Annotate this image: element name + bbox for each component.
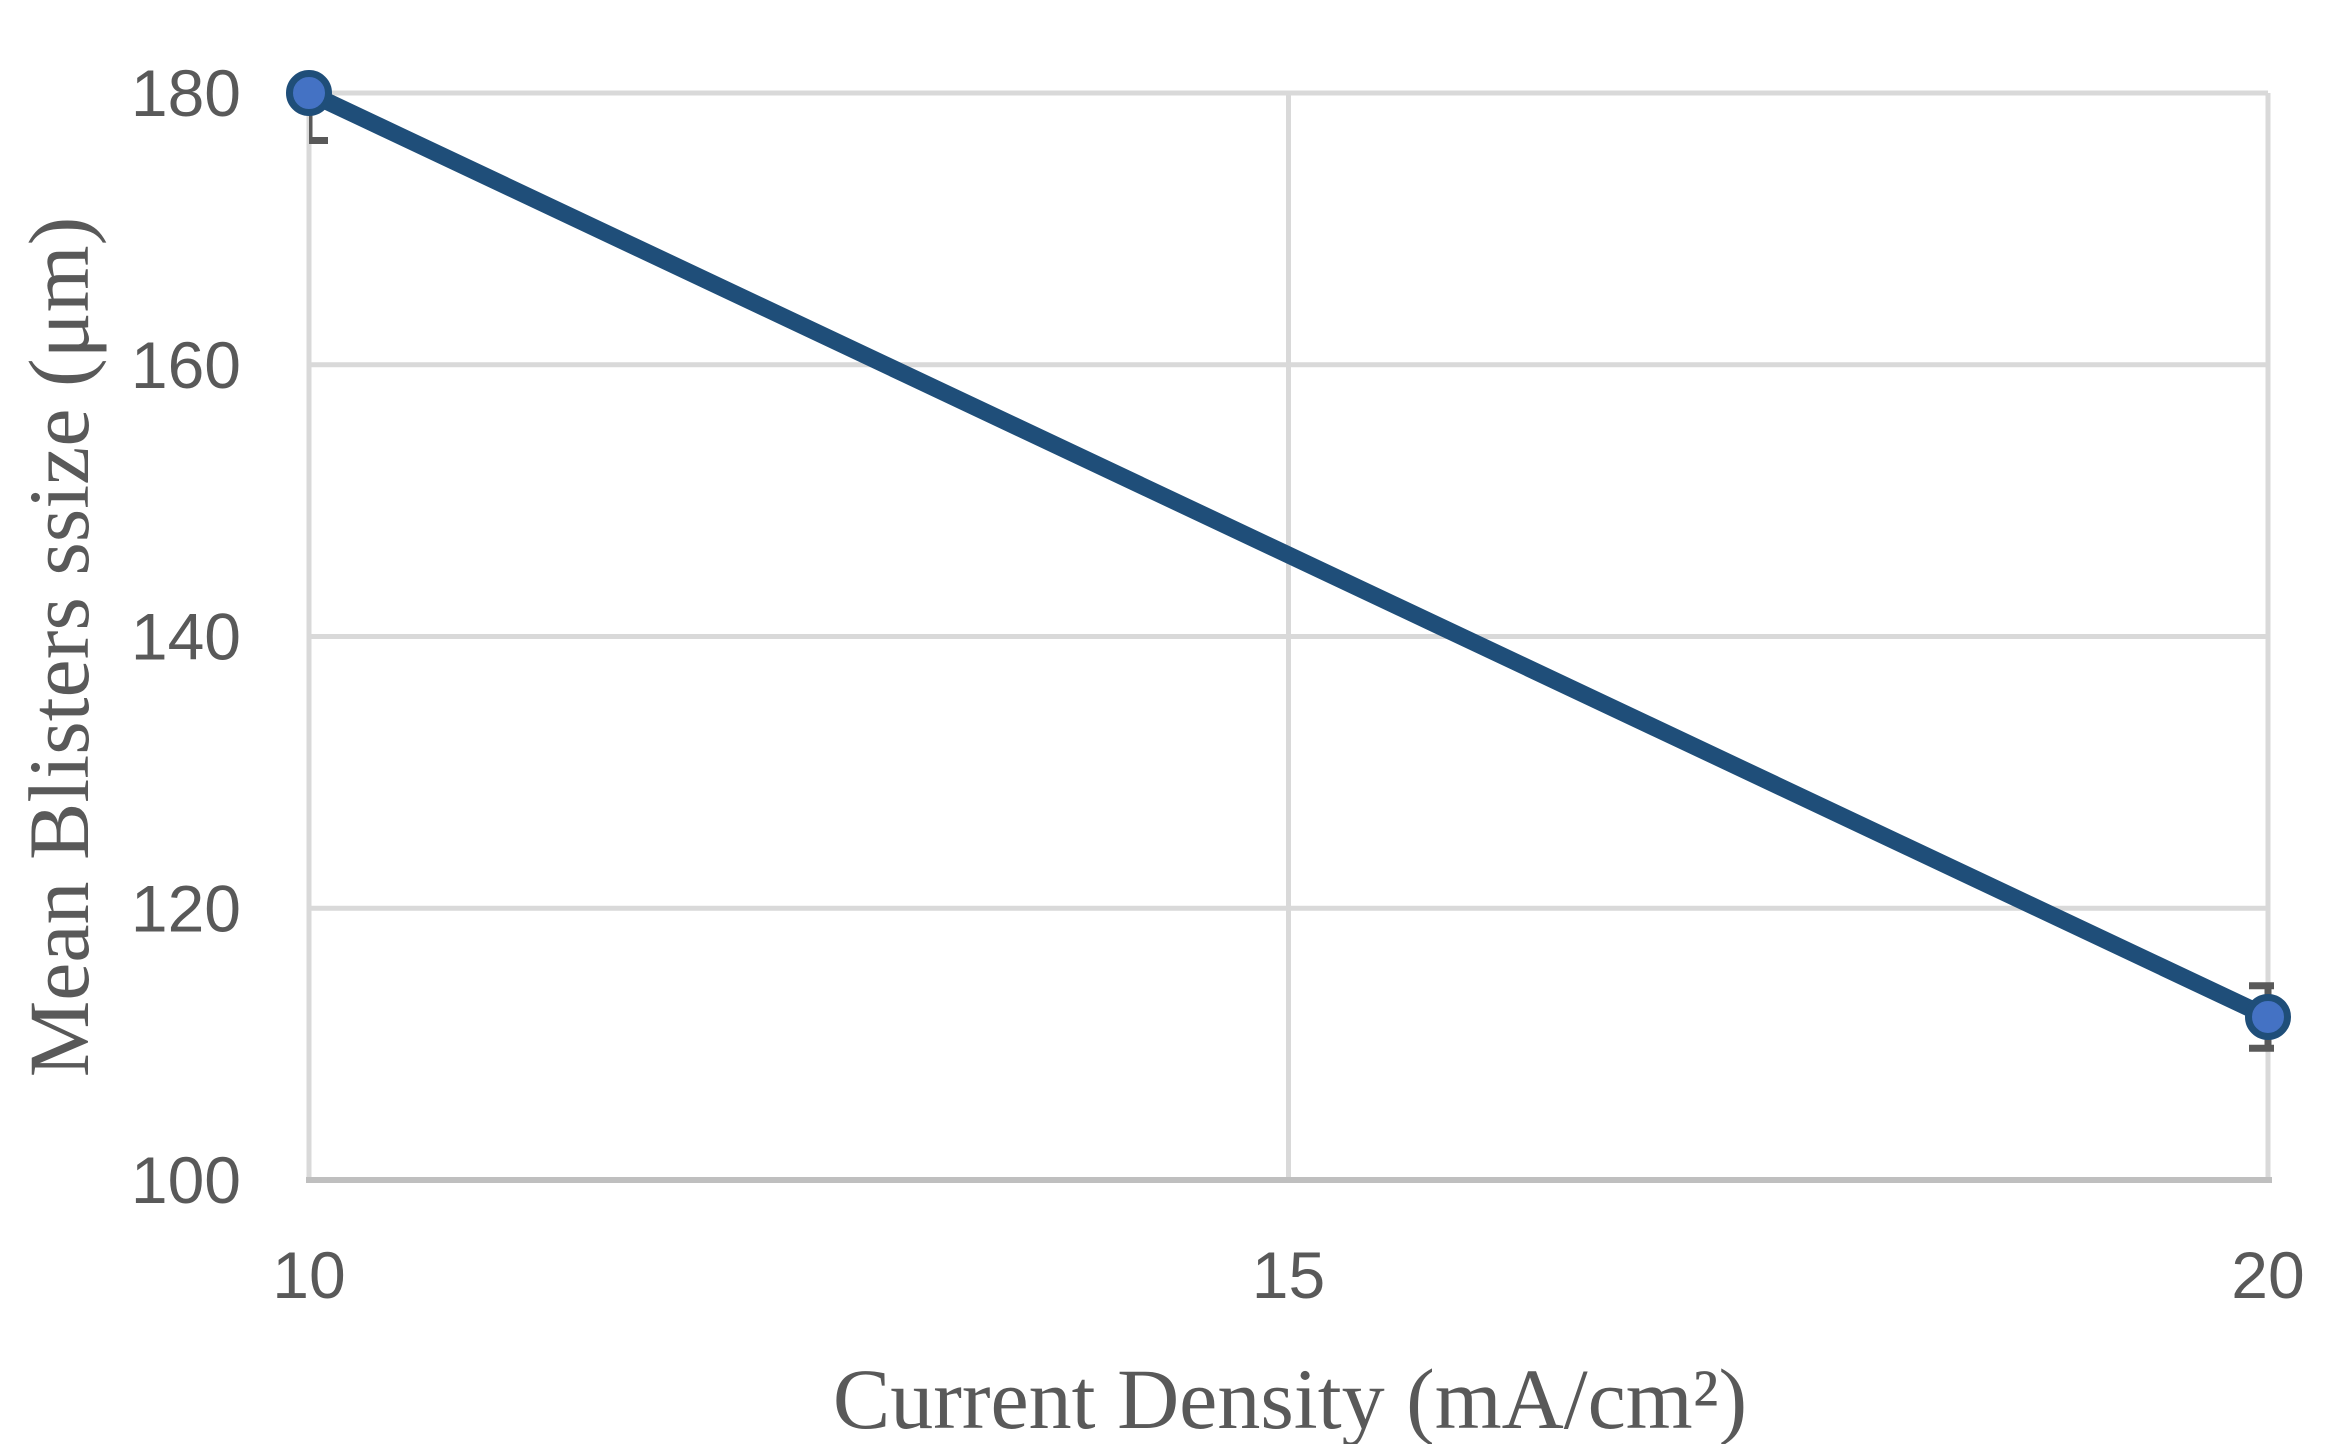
gridlines — [306, 90, 2271, 1180]
y-tick-label: 160 — [131, 328, 241, 402]
y-tick-label: 140 — [131, 600, 241, 674]
x-tick-label: 15 — [1252, 1238, 1325, 1312]
tick-labels: 100 120 140 160 180 10 15 20 — [131, 56, 2305, 1312]
y-tick-label: 180 — [131, 56, 241, 130]
y-tick-label: 120 — [131, 871, 241, 945]
data-point-marker — [2245, 993, 2291, 1040]
x-tick-label: 10 — [272, 1238, 345, 1312]
y-axis-title: Mean Blisters ssize (μm) — [11, 217, 107, 1078]
y-tick-label: 100 — [131, 1143, 241, 1217]
x-axis-title: Current Density (mA/cm²) — [833, 1351, 1747, 1444]
x-tick-label: 20 — [2231, 1238, 2304, 1312]
data-point-marker — [286, 70, 332, 116]
series-line — [300, 84, 2277, 1026]
data-series — [286, 70, 2291, 1040]
